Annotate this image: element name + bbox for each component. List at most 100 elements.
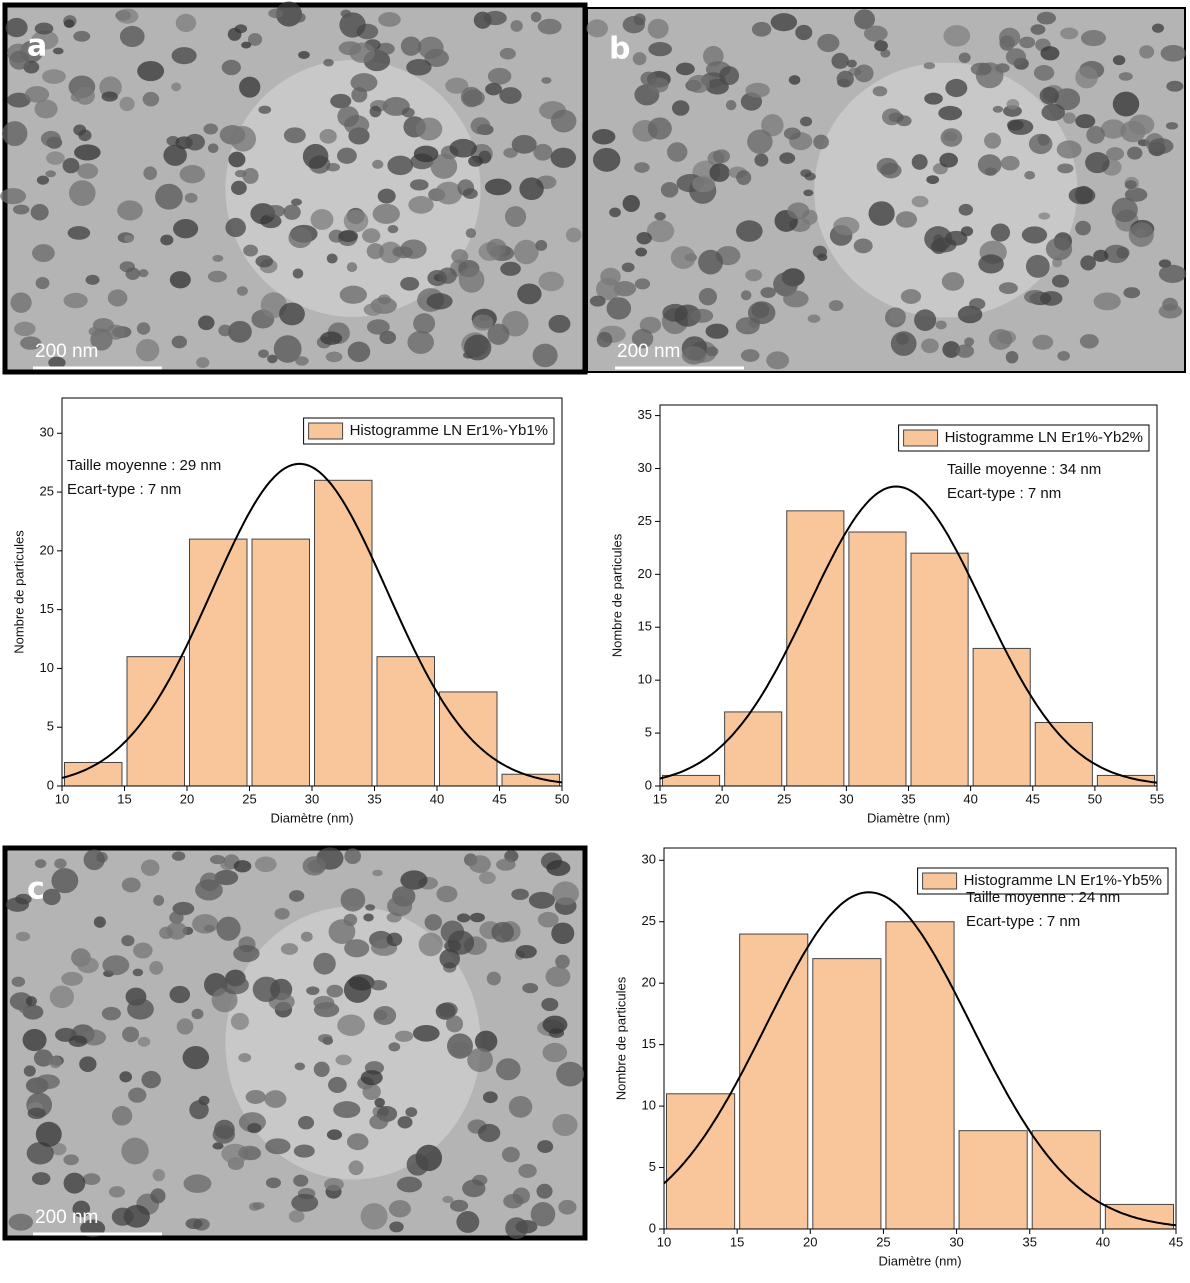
particle bbox=[1106, 147, 1125, 161]
particle bbox=[82, 1029, 106, 1046]
particle bbox=[911, 154, 928, 170]
particle bbox=[537, 1140, 554, 1154]
particle bbox=[247, 1122, 262, 1134]
particle bbox=[138, 269, 149, 278]
particle bbox=[63, 19, 75, 28]
particle bbox=[265, 1138, 291, 1155]
particle bbox=[846, 59, 857, 68]
particle bbox=[49, 985, 75, 1009]
particle bbox=[736, 170, 752, 186]
particle bbox=[773, 272, 798, 297]
particle bbox=[1128, 222, 1154, 247]
particle bbox=[800, 169, 812, 178]
particle bbox=[207, 143, 219, 154]
particle bbox=[255, 255, 274, 268]
particle bbox=[698, 287, 718, 306]
particle bbox=[800, 116, 813, 127]
particle bbox=[14, 321, 36, 337]
particle bbox=[46, 151, 65, 165]
particle bbox=[34, 99, 58, 119]
particle bbox=[467, 1048, 493, 1073]
x-tick-label: 35 bbox=[901, 791, 915, 806]
particle bbox=[1051, 274, 1070, 288]
particle bbox=[207, 270, 227, 283]
particle bbox=[418, 36, 444, 59]
particle bbox=[337, 106, 360, 127]
particle bbox=[1093, 292, 1121, 311]
particle bbox=[233, 944, 260, 963]
annotation: Ecart-type : 7 nm bbox=[67, 481, 181, 498]
particle bbox=[343, 209, 369, 233]
particle bbox=[252, 976, 281, 1002]
particle bbox=[1148, 138, 1174, 154]
bar bbox=[910, 552, 969, 787]
particle bbox=[444, 939, 461, 953]
particle bbox=[1007, 119, 1034, 135]
particle bbox=[340, 888, 366, 912]
particle bbox=[195, 879, 223, 901]
particle bbox=[558, 1199, 577, 1215]
particle bbox=[487, 67, 512, 85]
y-tick-label: 30 bbox=[642, 852, 656, 867]
particle bbox=[1062, 112, 1076, 124]
particle bbox=[1139, 45, 1155, 59]
particle bbox=[914, 309, 937, 331]
particle bbox=[1003, 105, 1022, 117]
particle bbox=[725, 100, 737, 111]
particle bbox=[992, 105, 1004, 113]
particle bbox=[78, 129, 92, 142]
particle bbox=[121, 877, 141, 893]
particle bbox=[482, 1091, 498, 1104]
particle bbox=[888, 307, 906, 324]
particle bbox=[27, 1107, 46, 1120]
legend-box bbox=[303, 417, 555, 445]
particle bbox=[31, 1172, 51, 1186]
particle bbox=[654, 212, 666, 221]
bar bbox=[666, 1093, 736, 1230]
particle bbox=[171, 335, 187, 349]
particle bbox=[294, 1062, 306, 1071]
x-axis-label: Diamètre (nm) bbox=[867, 810, 950, 825]
particle bbox=[935, 320, 947, 330]
particle bbox=[880, 49, 891, 58]
particle bbox=[101, 1006, 121, 1021]
particle bbox=[705, 323, 729, 339]
particle bbox=[293, 1174, 309, 1187]
particle bbox=[828, 300, 844, 312]
particle bbox=[121, 1137, 149, 1165]
particle bbox=[474, 1030, 498, 1052]
particle bbox=[836, 70, 854, 88]
particle bbox=[1045, 237, 1073, 261]
particle bbox=[267, 354, 278, 364]
particle bbox=[108, 1186, 125, 1198]
particle bbox=[1151, 23, 1165, 33]
particle bbox=[458, 267, 485, 293]
particle bbox=[52, 47, 64, 55]
x-tick-label: 25 bbox=[876, 1234, 890, 1249]
particle bbox=[218, 324, 232, 337]
particle bbox=[302, 143, 329, 169]
particle bbox=[445, 1015, 464, 1033]
tem-image: c 200 nm bbox=[2, 845, 588, 1241]
particle bbox=[1025, 254, 1050, 278]
annotation: Ecart-type : 7 nm bbox=[966, 913, 1080, 930]
particle bbox=[462, 1179, 486, 1198]
particle bbox=[813, 134, 829, 150]
particle bbox=[408, 196, 434, 214]
particle bbox=[221, 975, 249, 995]
particle bbox=[487, 323, 510, 345]
particle bbox=[363, 913, 374, 922]
particle bbox=[956, 344, 975, 358]
particle bbox=[999, 27, 1021, 48]
particle bbox=[72, 1200, 91, 1218]
particle bbox=[77, 163, 99, 179]
particle bbox=[2, 121, 28, 147]
particle bbox=[958, 52, 971, 64]
particle bbox=[1005, 48, 1027, 66]
particle bbox=[491, 921, 515, 943]
x-tick-label: 45 bbox=[1026, 791, 1040, 806]
particle bbox=[530, 11, 542, 23]
fit-curve bbox=[663, 891, 1177, 1227]
particle bbox=[958, 203, 974, 216]
